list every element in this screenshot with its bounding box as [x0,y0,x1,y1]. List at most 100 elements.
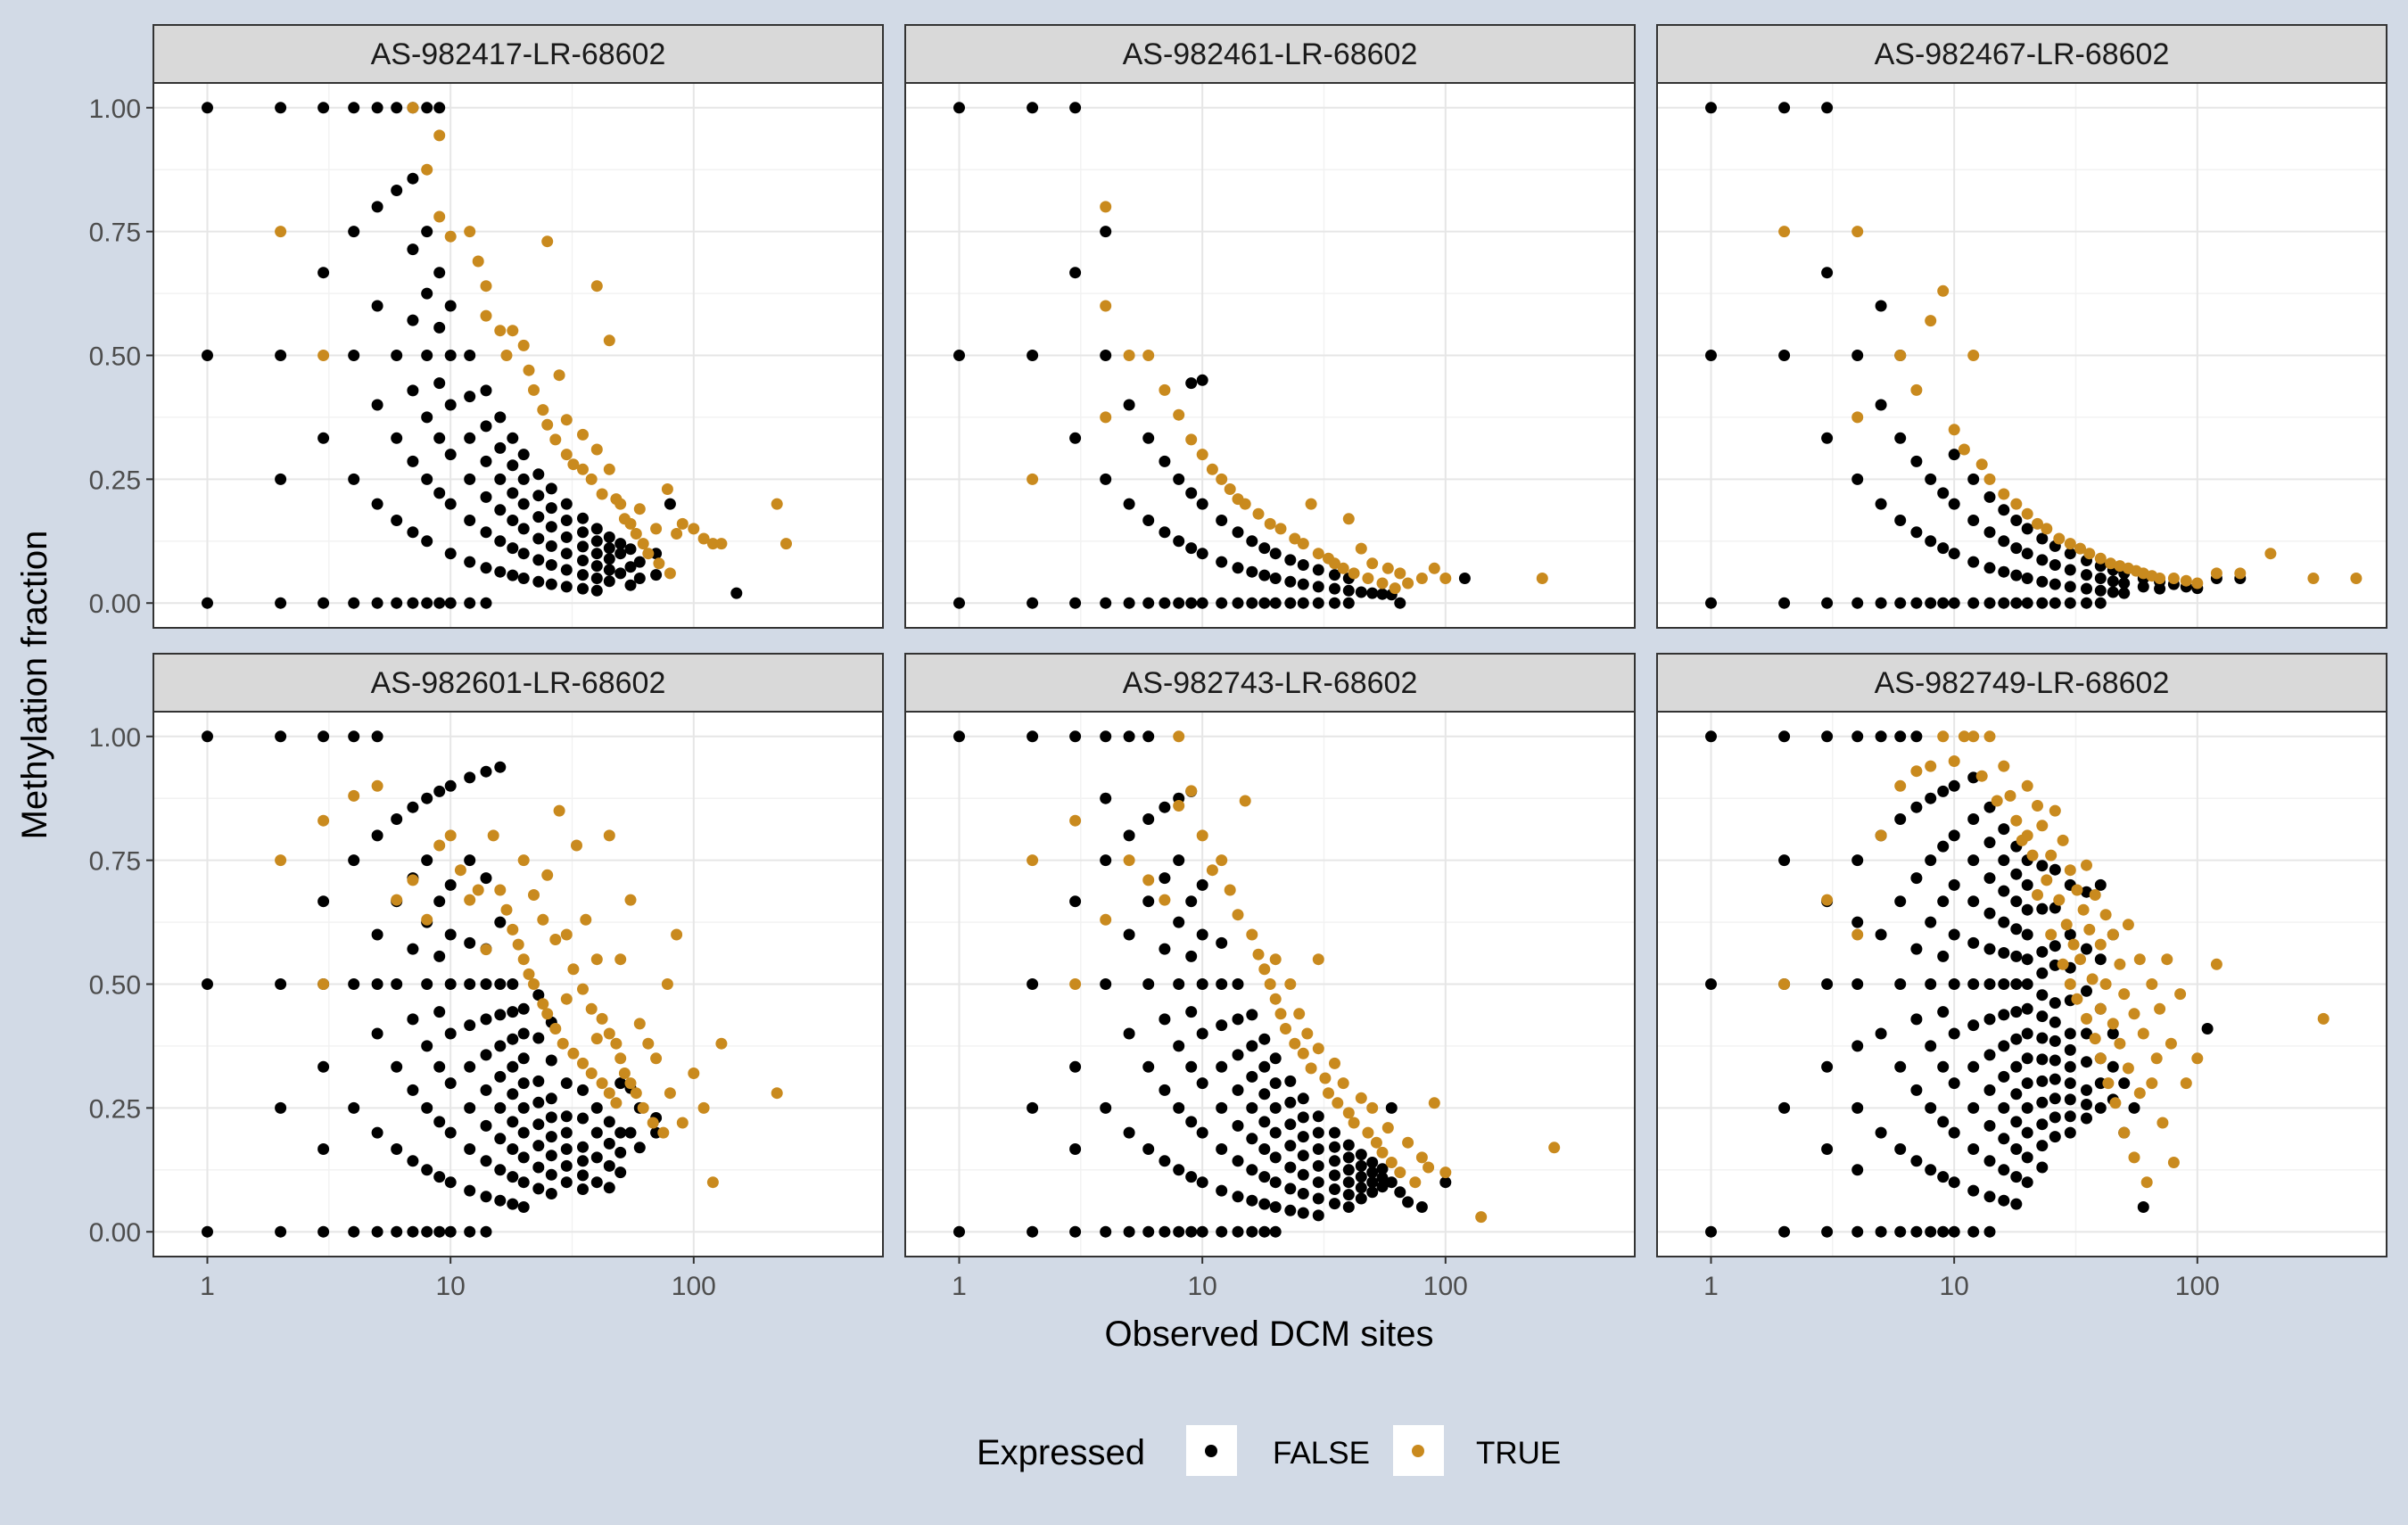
data-point-false [507,1171,519,1183]
data-point-false [1967,1019,1980,1032]
data-point-false [1376,1163,1389,1175]
data-point-false [1948,829,1960,842]
data-point-false [494,1070,507,1083]
data-point-false [1342,584,1355,597]
legend-label-false: FALSE [1273,1436,1370,1471]
data-point-false [1100,730,1112,743]
data-point-false [560,498,573,510]
data-point-false [603,1137,615,1150]
data-point-false [1142,597,1155,609]
data-point-false [603,1159,615,1172]
data-point-false [1925,597,1937,609]
data-point-false [444,1176,457,1189]
data-point-false [1269,548,1282,560]
data-point-false [1376,1181,1389,1193]
data-point-false [1385,1176,1398,1189]
data-point-true [1851,226,1864,238]
data-point-false [1196,878,1208,891]
data-point-false [2021,1027,2033,1040]
data-point-false [464,515,476,526]
data-point-true [664,567,676,580]
data-point-false [1196,548,1208,560]
data-point-false [1821,730,1834,743]
data-point-true [1027,473,1039,485]
data-point-true [2350,573,2363,584]
data-point-false [1983,526,1996,539]
data-point-false [1027,102,1039,114]
data-point-true [580,913,592,926]
data-point-true [1998,760,2010,772]
data-point-true [2191,577,2204,589]
data-point-false [1329,1126,1340,1139]
data-point-false [444,399,457,411]
data-point-true [2180,574,2192,587]
data-point-false [1258,1088,1271,1100]
data-point-true [614,1052,627,1065]
data-point-false [1967,515,1980,526]
data-point-false [2036,1032,2049,1044]
data-point-false [590,1176,603,1189]
data-point-false [1196,1126,1208,1139]
data-point-false [391,1143,403,1155]
data-point-true [1027,854,1039,867]
data-point-false [1778,597,1791,609]
data-point-false [2201,1023,2214,1035]
data-point-false [464,1060,476,1073]
data-point-false [391,978,403,990]
data-point-true [371,779,383,792]
data-point-true [2074,542,2086,555]
data-point-false [421,978,433,990]
data-point-true [1851,411,1864,424]
data-point-true [1991,795,2003,807]
data-point-false [1937,895,1950,908]
data-point-false [1851,854,1864,867]
panel-border [1656,82,2387,629]
data-point-false [507,459,519,472]
data-point-false [1983,1155,1996,1167]
data-point-true [2074,953,2086,966]
data-point-false [560,1077,573,1090]
data-point-false [532,1161,545,1174]
data-point-false [494,473,507,485]
data-point-false [433,267,446,279]
data-point-false [202,102,213,114]
data-point-true [2081,1012,2092,1025]
data-point-false [1948,928,1960,941]
data-point-false [348,854,360,867]
panel-border [904,82,1636,629]
data-point-true [657,1126,670,1139]
data-point-false [1948,597,1960,609]
data-point-true [650,1052,663,1065]
data-point-true [697,532,710,545]
data-point-false [494,411,507,424]
data-point-true [1948,424,1960,436]
data-point-false [517,1201,530,1213]
data-point-false [507,1006,519,1018]
data-point-false [1142,978,1155,990]
data-point-true [2264,548,2277,560]
data-point-true [618,1068,631,1079]
data-point-false [494,441,507,454]
data-point-false [1069,895,1082,908]
data-point-true [1778,226,1791,238]
data-point-true [567,1047,580,1059]
data-point-false [577,540,589,553]
data-point-false [371,102,383,114]
data-point-true [1258,963,1271,976]
data-point-false [1925,473,1937,485]
data-point-false [1948,498,1960,510]
data-point-false [1366,587,1379,599]
data-point-true [1851,928,1864,941]
data-point-true [537,998,549,1010]
data-point-false [577,555,589,566]
data-point-false [1821,597,1834,609]
data-point-false [317,895,330,908]
data-point-false [1948,878,1960,891]
data-point-false [1027,1225,1039,1238]
data-point-false [1246,535,1258,548]
data-point-false [1875,730,1887,743]
data-point-false [624,579,637,591]
data-point-false [2064,1093,2076,1106]
data-point-false [464,597,476,609]
data-point-false [1894,597,1907,609]
